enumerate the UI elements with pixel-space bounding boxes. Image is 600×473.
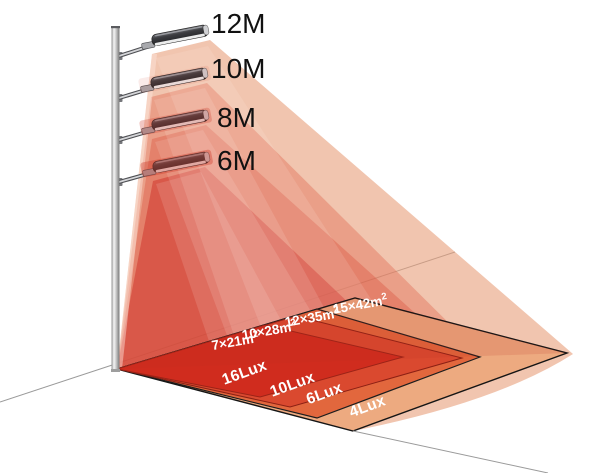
lamp-top-highlight-6m [156,152,204,164]
lamp-lens-10m [153,76,204,89]
pole-cap [111,26,120,29]
lamp-end-cap-8m [202,109,210,121]
lamp-8m [139,107,212,136]
area-label-15x42-sup: 2 [381,291,388,303]
height-label-12m: 12M [211,8,265,39]
lamp-top-highlight-8m [155,110,203,122]
lamp-tint-10m [138,65,211,94]
lamp-tint-8m [139,107,212,136]
lamp-top-highlight-10m [154,68,202,80]
pole-base [111,369,120,372]
light-pole [111,26,120,372]
lamp-top-highlight-12m [155,25,203,37]
ground-line-right [352,430,549,473]
area-label-10x28-sup: 2 [290,317,297,329]
beam-glow-8m [155,130,341,365]
lamp-lens-12m [154,33,205,46]
lamp-end-cap-10m [201,67,209,79]
lamp-10m [138,65,211,94]
lamp-end-cap-6m [203,151,211,163]
height-label-10m: 10M [211,53,265,84]
area-label-7x21-main: 7×21m [210,331,254,353]
area-label-7x21: 7×21m2 [210,329,260,354]
lamp-tint-6m [140,149,213,178]
height-label-6m: 6M [217,145,256,176]
illuminated-area-16lux [114,324,406,398]
lamp-end-cap-12m [202,24,210,36]
beam-glow-6m [156,172,303,365]
area-label-7x21-sup: 2 [252,329,259,341]
area-shading-overlay [117,298,567,369]
lamp-lens-6m [155,160,206,173]
pole-shaft [111,27,120,372]
height-label-8m: 8M [217,102,256,133]
lamp-6m [140,149,213,178]
lamp-lens-8m [154,118,205,131]
lamp-12m [141,24,210,50]
beam-glow-12m [156,46,409,363]
area-label-12x35-sup: 2 [333,304,340,316]
